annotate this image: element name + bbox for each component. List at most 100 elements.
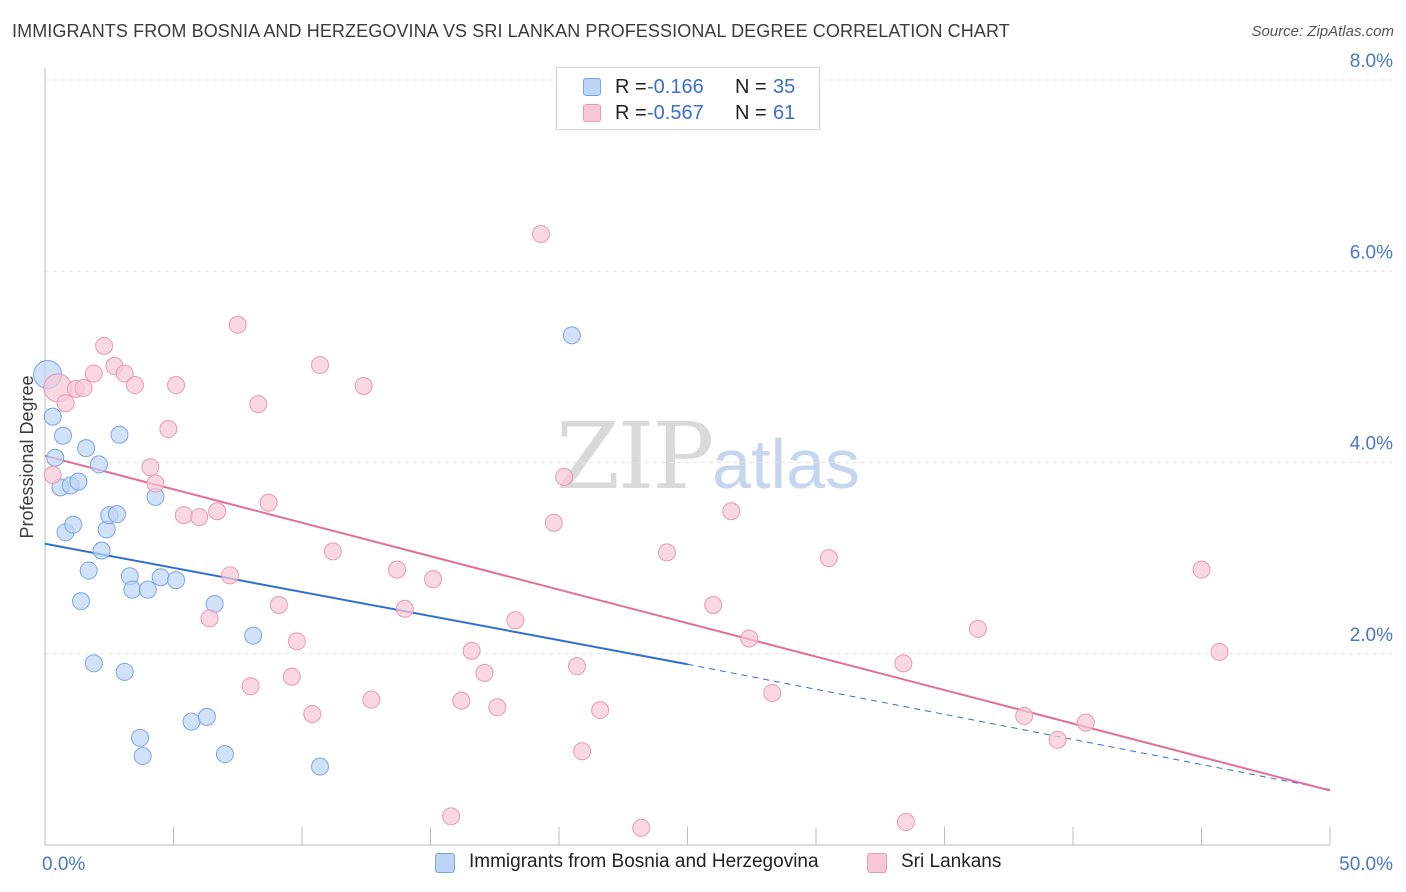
data-point-blue [84,654,103,673]
data-point-blue [197,707,216,726]
data-point-pink [95,336,114,355]
data-point-pink [591,701,610,720]
data-point-pink [115,364,134,383]
data-point-pink [282,667,301,686]
data-point-pink [506,611,525,630]
data-point-pink [1076,713,1095,732]
data-point-blue [46,448,65,467]
legend-n-value: 35 [773,76,796,98]
data-point-blue [89,455,108,474]
data-point-blue [79,561,98,580]
data-point-pink [740,629,759,648]
data-point-pink [259,493,278,512]
legend-n-label: N = [735,76,767,98]
data-point-blue [310,757,329,776]
data-point-pink [200,609,219,628]
data-point-pink [208,502,227,521]
legend-swatch-pink [583,104,601,122]
chart-title: IMMIGRANTS FROM BOSNIA AND HERZEGOVINA V… [12,21,1010,41]
data-point-pink [303,704,322,723]
data-point-pink [488,698,507,717]
trend-line-blue-extension [687,663,1331,791]
data-point-pink [452,691,471,710]
bottom-legend-swatch-pink [867,853,887,873]
legend-r-value: -0.567 [647,102,704,124]
trend-line-blue [44,542,688,666]
source-label: Source: ZipAtlas.com [1251,23,1394,40]
data-point-pink [819,549,838,568]
bottom-legend-label-blue: Immigrants from Bosnia and Herzegovina [469,851,819,872]
data-point-blue [182,712,201,731]
data-point-blue [43,407,62,426]
legend-swatch-blue [583,78,601,96]
data-point-pink [43,465,62,484]
data-point-pink [354,377,373,395]
legend-r-label: R = [615,76,647,98]
data-point-blue [133,747,152,766]
data-point-blue [71,592,90,611]
data-point-pink [74,378,93,397]
data-point-pink [323,542,342,561]
data-point-pink [1192,560,1211,579]
tick-labels: 2.0% 4.0% 6.0% 8.0% 0.0% 50.0% [42,51,1393,875]
y-tick-label: 2.0% [1350,625,1393,646]
data-point-pink [1210,642,1229,661]
y-tick-label: 4.0% [1350,434,1393,455]
data-point-pink [159,420,178,439]
data-point-blue [107,505,126,524]
y-tick-label: 6.0% [1350,242,1393,263]
data-points [33,224,1229,837]
data-point-pink [388,560,407,579]
data-point-pink [442,807,461,826]
data-point-blue [53,426,72,445]
data-point-pink [1015,706,1034,725]
data-point-blue [69,472,88,491]
data-point-blue [115,662,134,681]
data-point-pink [395,599,414,618]
data-point-pink [125,376,144,395]
data-point-blue [138,580,157,599]
y-tick-label: 8.0% [1350,51,1393,72]
data-point-pink [632,818,651,837]
data-point-pink [657,543,676,562]
data-point-pink [228,315,247,334]
data-point-pink [269,595,288,614]
data-point-pink [56,394,75,413]
data-point-pink [362,690,381,709]
data-point-pink [968,619,987,638]
data-point-pink [475,663,494,682]
data-point-blue [562,326,581,345]
data-point-pink [174,506,193,525]
data-point-pink [424,570,443,589]
data-point-pink [241,677,260,696]
trend-lines [44,454,1331,792]
data-point-pink [146,474,165,493]
data-point-pink [722,502,741,521]
data-point-pink [287,632,306,651]
x-tick-label-left: 0.0% [42,854,85,875]
data-point-blue [215,745,234,764]
data-point-pink [1048,730,1067,749]
bottom-legend-label-pink: Sri Lankans [901,851,1002,872]
trend-line-pink [44,454,1331,792]
legend-r-label: R = [615,102,647,124]
data-point-blue [131,728,150,747]
data-point-blue [244,626,263,645]
data-point-blue [110,425,129,444]
data-point-blue [92,541,111,560]
data-point-pink [221,566,240,585]
grid-lines [45,79,1392,655]
data-point-pink [763,683,782,702]
data-point-pink [310,355,329,374]
data-point-pink [544,513,563,532]
data-point-blue [64,515,83,534]
data-point-pink [555,467,574,486]
data-point-pink [894,654,913,673]
data-point-pink [167,376,186,395]
data-point-pink [84,364,103,383]
data-point-pink [704,595,723,614]
axes [44,68,1331,846]
legend-r-value: -0.166 [647,76,704,98]
data-point-pink [462,641,481,660]
